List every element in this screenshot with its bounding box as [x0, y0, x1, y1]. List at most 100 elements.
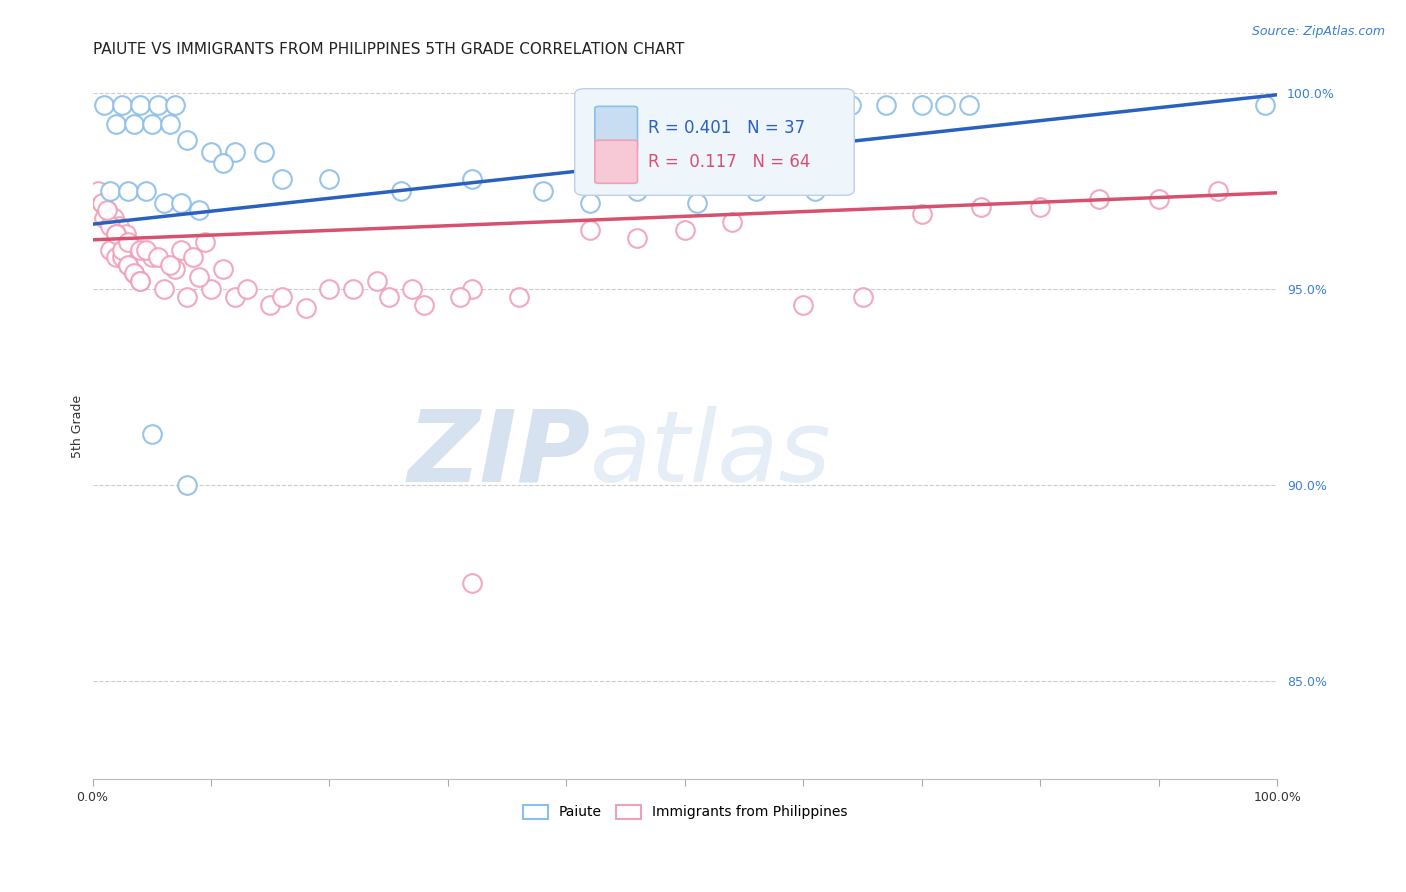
Point: [1147, 192, 1170, 206]
Point: [170, 195, 193, 210]
Point: [224, 145, 246, 159]
Point: [117, 184, 139, 198]
Point: [1088, 192, 1111, 206]
Text: atlas: atlas: [591, 406, 832, 503]
Point: [804, 184, 827, 198]
Point: [579, 195, 602, 210]
Point: [129, 274, 152, 288]
Point: [626, 231, 648, 245]
Point: [377, 290, 399, 304]
Point: [152, 282, 174, 296]
Point: [792, 297, 814, 311]
Point: [579, 223, 602, 237]
Point: [1029, 200, 1052, 214]
Point: [212, 156, 235, 170]
Point: [103, 211, 125, 226]
Point: [389, 184, 412, 198]
Point: [200, 282, 222, 296]
Point: [129, 97, 152, 112]
Point: [135, 184, 157, 198]
Point: [911, 207, 934, 221]
Point: [105, 227, 128, 241]
Point: [107, 219, 129, 233]
Point: [194, 235, 217, 249]
Point: [686, 195, 709, 210]
Point: [259, 297, 281, 311]
Point: [98, 219, 121, 233]
Point: [129, 243, 152, 257]
Point: [875, 97, 897, 112]
Point: [114, 227, 136, 241]
Point: [117, 258, 139, 272]
Point: [87, 184, 110, 198]
Point: [212, 262, 235, 277]
Point: [176, 478, 198, 492]
Point: [98, 243, 121, 257]
Point: [141, 426, 163, 441]
Point: [165, 97, 187, 112]
Point: [626, 184, 648, 198]
Point: [159, 258, 181, 272]
Point: [188, 203, 211, 218]
Point: [159, 117, 181, 131]
Point: [318, 172, 340, 186]
Point: [152, 195, 174, 210]
Point: [141, 117, 163, 131]
Point: [970, 200, 993, 214]
Point: [449, 290, 471, 304]
Point: [170, 243, 193, 257]
FancyBboxPatch shape: [595, 106, 637, 150]
Point: [105, 117, 128, 131]
Point: [460, 575, 482, 590]
Point: [531, 184, 554, 198]
Point: [176, 133, 198, 147]
Point: [224, 290, 246, 304]
Point: [122, 266, 145, 280]
Text: Source: ZipAtlas.com: Source: ZipAtlas.com: [1251, 25, 1385, 38]
Point: [366, 274, 388, 288]
Point: [188, 270, 211, 285]
Point: [176, 290, 198, 304]
Point: [122, 266, 145, 280]
Point: [745, 184, 768, 198]
Point: [851, 290, 873, 304]
Point: [146, 97, 169, 112]
Point: [91, 195, 114, 210]
Point: [253, 145, 276, 159]
Point: [318, 282, 340, 296]
Point: [111, 235, 134, 249]
Text: PAIUTE VS IMMIGRANTS FROM PHILIPPINES 5TH GRADE CORRELATION CHART: PAIUTE VS IMMIGRANTS FROM PHILIPPINES 5T…: [93, 42, 683, 57]
Point: [105, 251, 128, 265]
Text: R =  0.117   N = 64: R = 0.117 N = 64: [648, 153, 810, 170]
Point: [271, 290, 294, 304]
Point: [93, 97, 115, 112]
Point: [105, 227, 128, 241]
Point: [235, 282, 257, 296]
Point: [135, 243, 157, 257]
Text: R = 0.401   N = 37: R = 0.401 N = 37: [648, 119, 806, 136]
FancyBboxPatch shape: [575, 88, 855, 195]
Point: [165, 262, 187, 277]
Point: [934, 97, 956, 112]
Point: [460, 282, 482, 296]
Point: [146, 251, 169, 265]
Point: [117, 258, 139, 272]
Point: [111, 97, 134, 112]
Point: [401, 282, 423, 296]
Point: [129, 274, 152, 288]
Point: [508, 290, 530, 304]
Point: [91, 195, 114, 210]
Point: [839, 97, 862, 112]
Text: ZIP: ZIP: [408, 406, 591, 503]
Point: [93, 211, 115, 226]
Point: [673, 223, 696, 237]
Point: [111, 251, 134, 265]
Point: [721, 215, 744, 229]
Point: [413, 297, 436, 311]
Point: [181, 251, 204, 265]
FancyBboxPatch shape: [595, 140, 637, 183]
Legend: Paiute, Immigrants from Philippines: Paiute, Immigrants from Philippines: [517, 799, 852, 825]
Point: [294, 301, 316, 316]
Point: [1206, 184, 1229, 198]
Point: [460, 172, 482, 186]
